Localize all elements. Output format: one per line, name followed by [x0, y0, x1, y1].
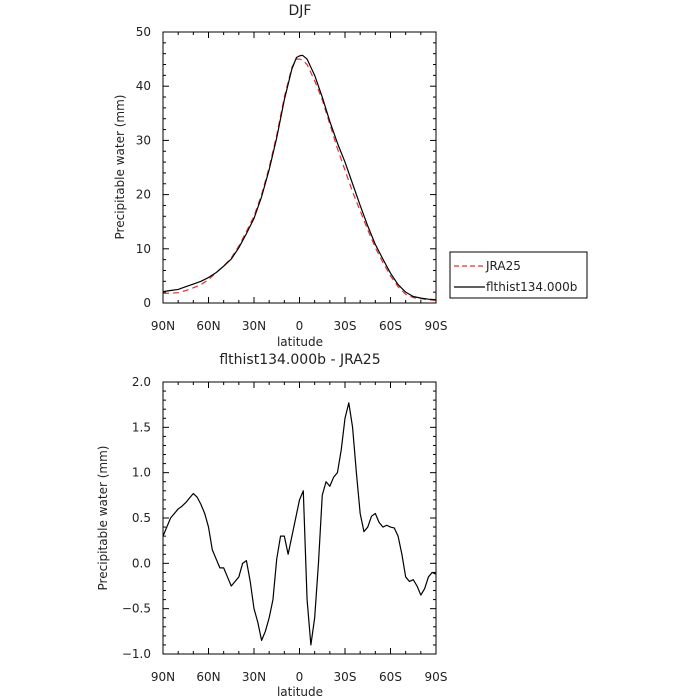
top-ytick-label: 30 — [136, 133, 151, 147]
top-axes-ticks: 90N 60N 30N 0 30S 60S 90S 0 10 20 30 40 50 — [136, 25, 448, 333]
bottom-xtick-label: 60N — [196, 670, 220, 684]
top-y-axis-label: Precipitable water (mm) — [113, 95, 127, 240]
bottom-xtick-label: 30N — [242, 670, 266, 684]
bottom-series-line-1 — [162, 402, 437, 646]
bottom-plot-lines — [162, 402, 437, 646]
legend-label-model: flthist134.000b — [486, 280, 577, 294]
bottom-xtick-label: 90N — [151, 670, 175, 684]
bottom-y-axis-label: Precipitable water (mm) — [96, 446, 110, 591]
top-xtick-label: 30N — [242, 319, 266, 333]
top-xtick-label: 30S — [334, 319, 357, 333]
top-xtick-label: 90S — [425, 319, 448, 333]
bottom-xtick-label: 90S — [425, 670, 448, 684]
bottom-ytick-label: 0.5 — [132, 511, 151, 525]
top-x-axis-label: latitude — [277, 335, 323, 349]
top-ytick-label: 50 — [136, 25, 151, 39]
top-ytick-label: 40 — [136, 79, 151, 93]
top-xtick-label: 60S — [379, 319, 402, 333]
bottom-plot-frame — [162, 381, 437, 655]
bottom-axes-ticks: 90N 60N 30N 0 30S 60S 90S 2.0 1.5 1.0 0.5 0.0 −0.5 −1… — [122, 375, 448, 684]
bottom-xtick-label: 60S — [379, 670, 402, 684]
top-xtick-label: 60N — [196, 319, 220, 333]
top-ytick-label: 10 — [136, 242, 151, 256]
bottom-xtick-label: 30S — [334, 670, 357, 684]
bottom-ytick-label: 0.0 — [132, 556, 151, 570]
top-plot-lines — [162, 54, 437, 301]
legend-box — [449, 251, 588, 299]
top-xtick-label: 90N — [151, 319, 175, 333]
top-ytick-label: 20 — [136, 188, 151, 202]
top-series-line-1 — [163, 58, 437, 301]
top-ytick-label: 0 — [143, 296, 151, 310]
top-series-line-2 — [162, 54, 437, 301]
bottom-xtick-label: 0 — [296, 670, 304, 684]
top-xtick-label: 0 — [296, 319, 304, 333]
bottom-chart-title: flthist134.000b - JRA25 — [219, 352, 380, 368]
bottom-x-axis-label: latitude — [277, 685, 323, 699]
bottom-ytick-label: 1.0 — [132, 466, 151, 480]
top-plot-frame — [162, 31, 437, 304]
bottom-ytick-label: −1.0 — [122, 647, 151, 661]
panel-top-djf: DJF latitude Precipitable water (mm) 90N… — [113, 3, 447, 349]
bottom-ytick-label: 2.0 — [132, 375, 151, 389]
bottom-ytick-label: −0.5 — [122, 602, 151, 616]
legend-label-jra25: JRA25 — [485, 259, 521, 273]
panel-bottom-difference: flthist134.000b - JRA25 latitude Precipi… — [96, 352, 447, 699]
legend: JRA25 flthist134.000b — [449, 251, 588, 299]
top-chart-title: DJF — [289, 3, 312, 19]
bottom-ytick-label: 1.5 — [132, 420, 151, 434]
